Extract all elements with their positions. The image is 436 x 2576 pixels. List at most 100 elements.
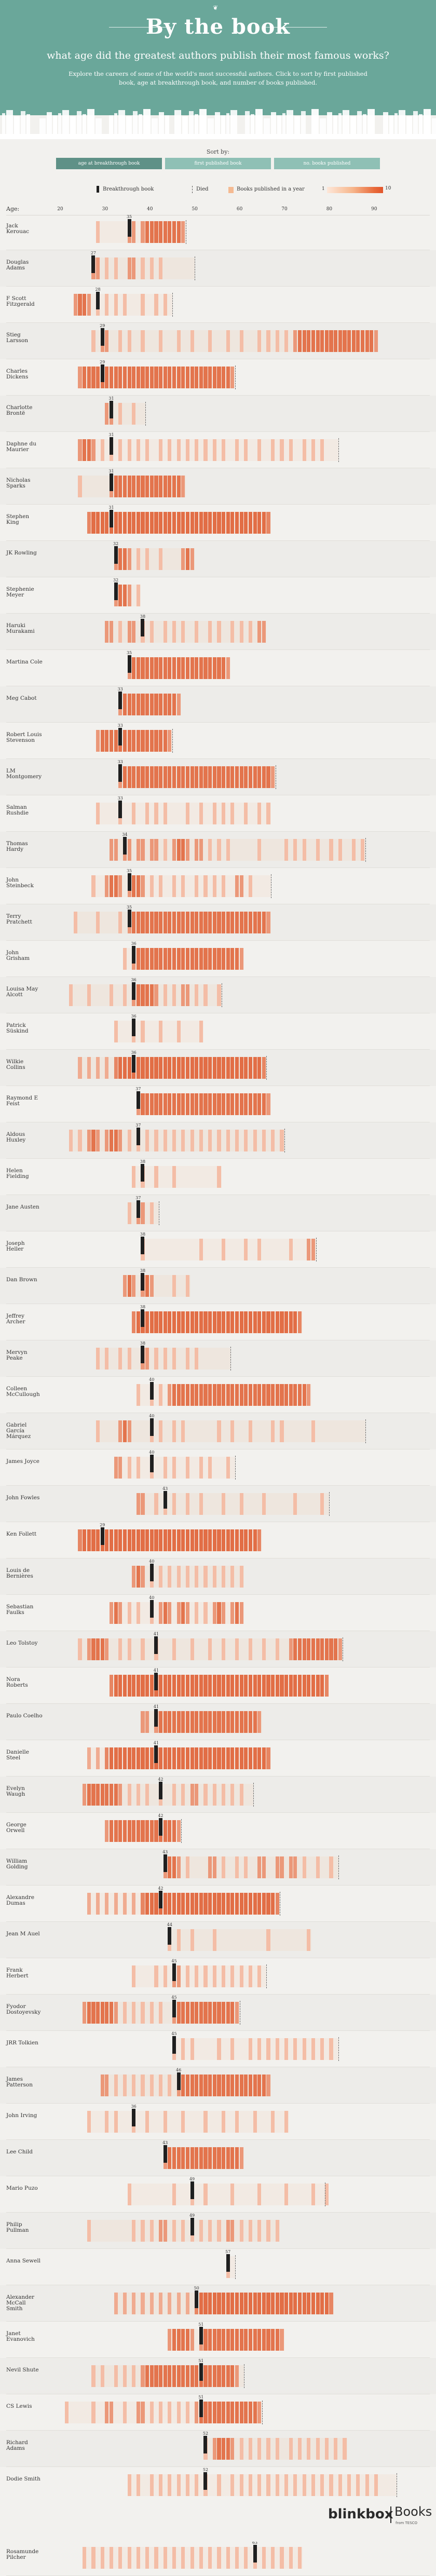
book-year-bar[interactable]	[172, 621, 176, 643]
author-row[interactable]: JK Rowling 32	[0, 541, 436, 577]
book-year-bar[interactable]	[212, 1893, 216, 1915]
book-year-bar[interactable]	[145, 221, 149, 243]
book-year-bar[interactable]	[230, 1384, 235, 1406]
book-year-bar[interactable]	[217, 1057, 221, 1079]
book-year-bar[interactable]	[199, 1384, 203, 1406]
book-year-bar[interactable]	[168, 1747, 172, 1769]
book-year-bar[interactable]	[159, 1675, 163, 1697]
book-year-bar[interactable]	[203, 1965, 208, 1987]
book-year-bar[interactable]	[208, 1093, 212, 1115]
breakthrough-marker[interactable]	[91, 255, 96, 273]
book-year-bar[interactable]	[338, 839, 342, 861]
book-year-bar[interactable]	[163, 1093, 167, 1115]
book-year-bar[interactable]	[122, 694, 127, 715]
book-year-bar[interactable]	[132, 476, 136, 497]
book-year-bar[interactable]	[208, 657, 212, 679]
book-year-bar[interactable]	[203, 2293, 208, 2314]
book-year-bar[interactable]	[185, 1965, 190, 1987]
book-year-bar[interactable]	[262, 1057, 266, 1079]
book-year-bar[interactable]	[141, 1566, 145, 1588]
book-year-bar[interactable]	[329, 2474, 333, 2496]
book-year-bar[interactable]	[257, 512, 262, 534]
book-year-bar[interactable]	[105, 1348, 109, 1370]
book-year-bar[interactable]	[136, 439, 140, 461]
book-year-bar[interactable]	[122, 1420, 127, 1442]
book-year-bar[interactable]	[222, 1384, 226, 1406]
book-year-bar[interactable]	[176, 2293, 181, 2314]
book-year-bar[interactable]	[145, 1820, 149, 1842]
book-year-bar[interactable]	[257, 1529, 262, 1551]
book-year-bar[interactable]	[217, 2075, 221, 2096]
book-year-bar[interactable]	[91, 367, 96, 388]
book-year-bar[interactable]	[217, 2402, 221, 2423]
book-year-bar[interactable]	[370, 330, 374, 352]
book-year-bar[interactable]	[181, 1057, 185, 1079]
book-year-bar[interactable]	[114, 730, 118, 752]
book-year-bar[interactable]	[190, 548, 194, 570]
book-year-bar[interactable]	[289, 2438, 293, 2460]
book-year-bar[interactable]	[154, 984, 158, 1006]
book-year-bar[interactable]	[109, 875, 114, 897]
book-year-bar[interactable]	[253, 2111, 257, 2133]
book-year-bar[interactable]	[136, 1784, 140, 1806]
book-year-bar[interactable]	[235, 1747, 239, 1769]
author-row[interactable]: Meg Cabot 33	[0, 686, 436, 723]
book-year-bar[interactable]	[181, 1675, 185, 1697]
breakthrough-marker[interactable]	[172, 1963, 176, 1981]
book-year-bar[interactable]	[172, 1311, 176, 1333]
book-year-bar[interactable]	[266, 2329, 270, 2351]
book-year-bar[interactable]	[122, 1057, 127, 1079]
breakthrough-marker[interactable]	[100, 364, 104, 382]
book-year-bar[interactable]	[248, 2038, 253, 2060]
book-year-bar[interactable]	[176, 1747, 181, 1769]
book-year-bar[interactable]	[280, 2547, 284, 2569]
book-year-bar[interactable]	[226, 948, 230, 970]
book-year-bar[interactable]	[239, 2293, 243, 2314]
book-year-bar[interactable]	[185, 1602, 190, 1624]
book-year-bar[interactable]	[208, 1711, 212, 1733]
book-year-bar[interactable]	[235, 1638, 239, 1660]
book-year-bar[interactable]	[136, 839, 140, 861]
book-year-bar[interactable]	[262, 1675, 266, 1697]
book-year-bar[interactable]	[159, 1384, 163, 1406]
book-year-bar[interactable]	[253, 2293, 257, 2314]
book-year-bar[interactable]	[78, 476, 82, 497]
book-year-bar[interactable]	[230, 621, 235, 643]
book-year-bar[interactable]	[114, 2002, 118, 2024]
book-year-bar[interactable]	[316, 330, 320, 352]
book-year-bar[interactable]	[208, 1893, 212, 1915]
book-year-bar[interactable]	[145, 1130, 149, 1151]
book-year-bar[interactable]	[141, 221, 145, 243]
book-year-bar[interactable]	[239, 2402, 243, 2423]
book-year-bar[interactable]	[109, 1602, 114, 1624]
book-year-bar[interactable]	[195, 2474, 199, 2496]
book-year-bar[interactable]	[185, 1384, 190, 1406]
book-year-bar[interactable]	[132, 221, 136, 243]
book-year-bar[interactable]	[145, 1893, 149, 1915]
book-year-bar[interactable]	[284, 1675, 289, 1697]
book-year-bar[interactable]	[141, 1638, 145, 1660]
book-year-bar[interactable]	[83, 439, 87, 461]
book-year-bar[interactable]	[118, 403, 122, 425]
book-year-bar[interactable]	[190, 948, 194, 970]
book-year-bar[interactable]	[154, 1093, 158, 1115]
book-year-bar[interactable]	[136, 1747, 140, 1769]
book-year-bar[interactable]	[289, 1856, 293, 1878]
book-year-bar[interactable]	[118, 1784, 122, 1806]
book-year-bar[interactable]	[222, 912, 226, 933]
book-year-bar[interactable]	[69, 984, 73, 1006]
book-year-bar[interactable]	[324, 330, 329, 352]
breakthrough-marker[interactable]	[172, 2036, 176, 2054]
book-year-bar[interactable]	[195, 2147, 199, 2169]
book-year-bar[interactable]	[257, 1311, 262, 1333]
book-year-bar[interactable]	[244, 912, 248, 933]
book-year-bar[interactable]	[199, 1711, 203, 1733]
author-row[interactable]: Robert Louis Stevenson 33	[0, 723, 436, 759]
book-year-bar[interactable]	[181, 766, 185, 788]
book-year-bar[interactable]	[195, 1057, 199, 1079]
book-year-bar[interactable]	[163, 2547, 167, 2569]
book-year-bar[interactable]	[226, 766, 230, 788]
book-year-bar[interactable]	[257, 1747, 262, 1769]
book-year-bar[interactable]	[222, 1965, 226, 1987]
book-year-bar[interactable]	[83, 1784, 87, 1806]
